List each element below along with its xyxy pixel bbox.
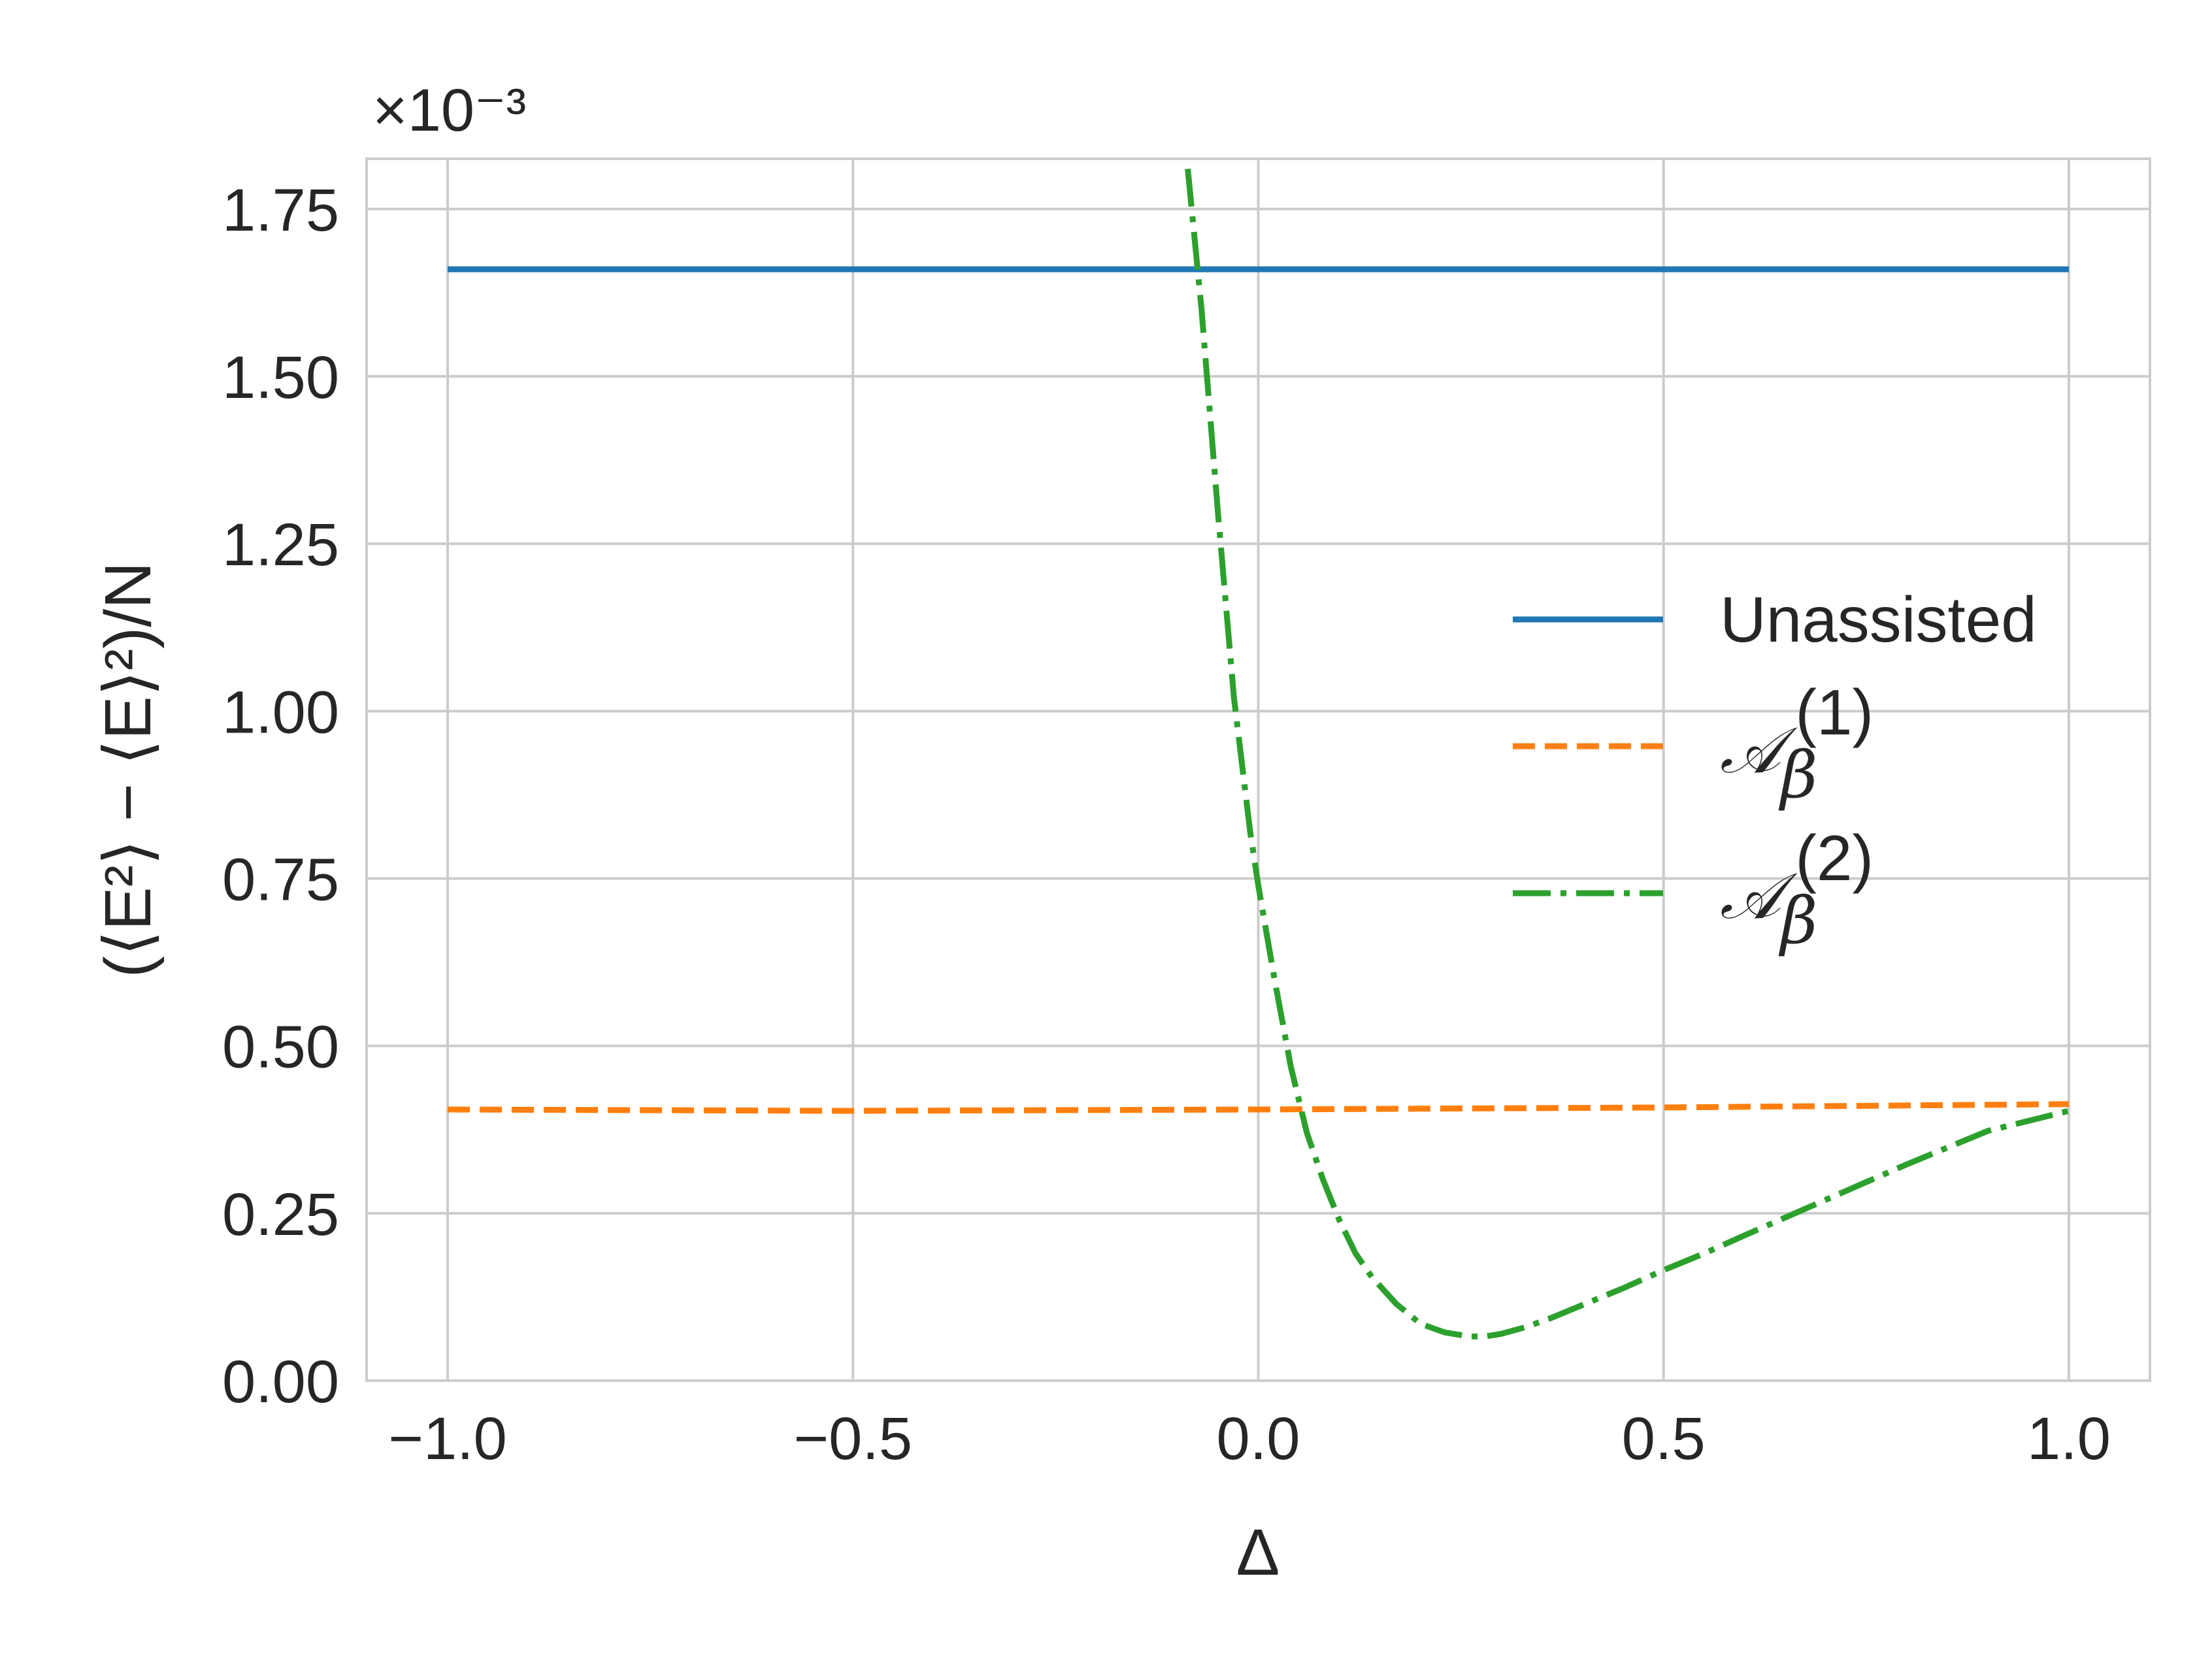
x-tick-label: 0.5 [1622,1405,1706,1472]
x-tick-label: 1.0 [2027,1405,2111,1472]
y-tick-label: 0.00 [222,1349,339,1415]
legend: Unassisted 𝒜β(1) 𝒜β(2) [1513,583,2037,959]
y-tick-label: 1.50 [222,344,339,411]
legend-label-unassisted: Unassisted [1720,583,2037,655]
y-tick-label: 1.25 [222,512,339,578]
y-tick-labels: 0.00 0.25 0.50 0.75 1.00 1.25 1.50 1.75 [222,177,339,1415]
x-axis-label: Δ [1236,1516,1280,1589]
x-tick-label: −0.5 [793,1405,912,1472]
y-tick-label: 0.75 [222,847,339,913]
x-tick-label: 0.0 [1217,1405,1300,1472]
x-tick-label: −1.0 [388,1405,507,1472]
y-axis-label: (⟨E²⟩ − ⟨E⟩²)/N [91,562,165,978]
series-layer [447,168,2070,1339]
legend-label-a-beta-2: 𝒜β(2) [1720,822,1874,959]
x-tick-labels: −1.0 −0.5 0.0 0.5 1.0 [388,1405,2111,1472]
y-tick-label: 1.75 [222,177,339,244]
series-line-a-beta-1 [447,1101,2070,1114]
y-tick-label: 1.00 [222,679,339,746]
y-tick-label: 0.50 [222,1014,339,1081]
y-offset-text: ×10⁻³ [372,77,526,144]
plot-frame [365,157,2151,1382]
y-tick-label: 0.25 [222,1181,339,1248]
series-line-a-beta-2 [1185,168,2070,1339]
